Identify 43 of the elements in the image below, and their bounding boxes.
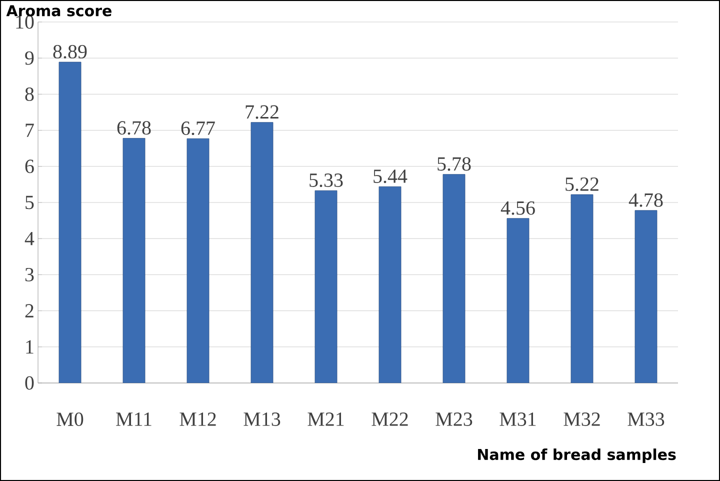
bar bbox=[442, 174, 466, 383]
x-axis-title: Name of bread samples bbox=[478, 448, 676, 464]
data-label: 5.33 bbox=[310, 174, 343, 188]
x-tick-label: M33 bbox=[628, 412, 664, 426]
bar bbox=[250, 122, 274, 383]
data-label: 7.22 bbox=[246, 105, 278, 119]
y-tick-label: 3 bbox=[25, 268, 34, 282]
data-label: 5.22 bbox=[566, 177, 598, 192]
x-tick-label: M11 bbox=[116, 412, 152, 426]
data-label: 6.77 bbox=[181, 122, 215, 136]
y-tick-label: 6 bbox=[25, 160, 34, 174]
bar bbox=[570, 194, 594, 383]
data-label: 5.78 bbox=[438, 157, 471, 171]
y-axis-title: Aroma score bbox=[6, 5, 112, 16]
y-tick-label: 9 bbox=[25, 51, 34, 65]
y-tick-label: 10 bbox=[16, 15, 34, 29]
data-label: 4.56 bbox=[500, 201, 535, 215]
bar bbox=[122, 138, 146, 383]
bar bbox=[634, 210, 658, 383]
y-tick-label: 5 bbox=[26, 196, 34, 210]
y-tick-label: 8 bbox=[25, 87, 34, 101]
bar bbox=[378, 186, 402, 383]
x-tick-label: M0 bbox=[56, 412, 84, 426]
data-label: 6.78 bbox=[117, 121, 151, 135]
y-tick-label: 0 bbox=[25, 376, 34, 390]
x-tick-label: M31 bbox=[500, 412, 536, 426]
data-label: 4.78 bbox=[628, 193, 663, 207]
x-tick-label: M12 bbox=[180, 412, 216, 426]
x-tick-label: M23 bbox=[436, 412, 472, 426]
y-tick-label: 7 bbox=[26, 124, 34, 137]
data-label: 8.89 bbox=[53, 44, 87, 59]
y-tick-label: 1 bbox=[26, 340, 34, 354]
bar bbox=[506, 218, 530, 383]
bar bbox=[314, 190, 338, 383]
x-tick-label: M13 bbox=[244, 412, 280, 426]
bar bbox=[58, 62, 82, 383]
x-tick-label: M32 bbox=[564, 412, 600, 426]
data-label: 5.44 bbox=[374, 170, 408, 184]
x-tick-label: M22 bbox=[372, 412, 408, 426]
x-tick-label: M21 bbox=[308, 412, 344, 426]
y-tick-label: 2 bbox=[25, 304, 34, 318]
y-tick-label: 4 bbox=[24, 232, 34, 246]
bar bbox=[186, 138, 210, 383]
